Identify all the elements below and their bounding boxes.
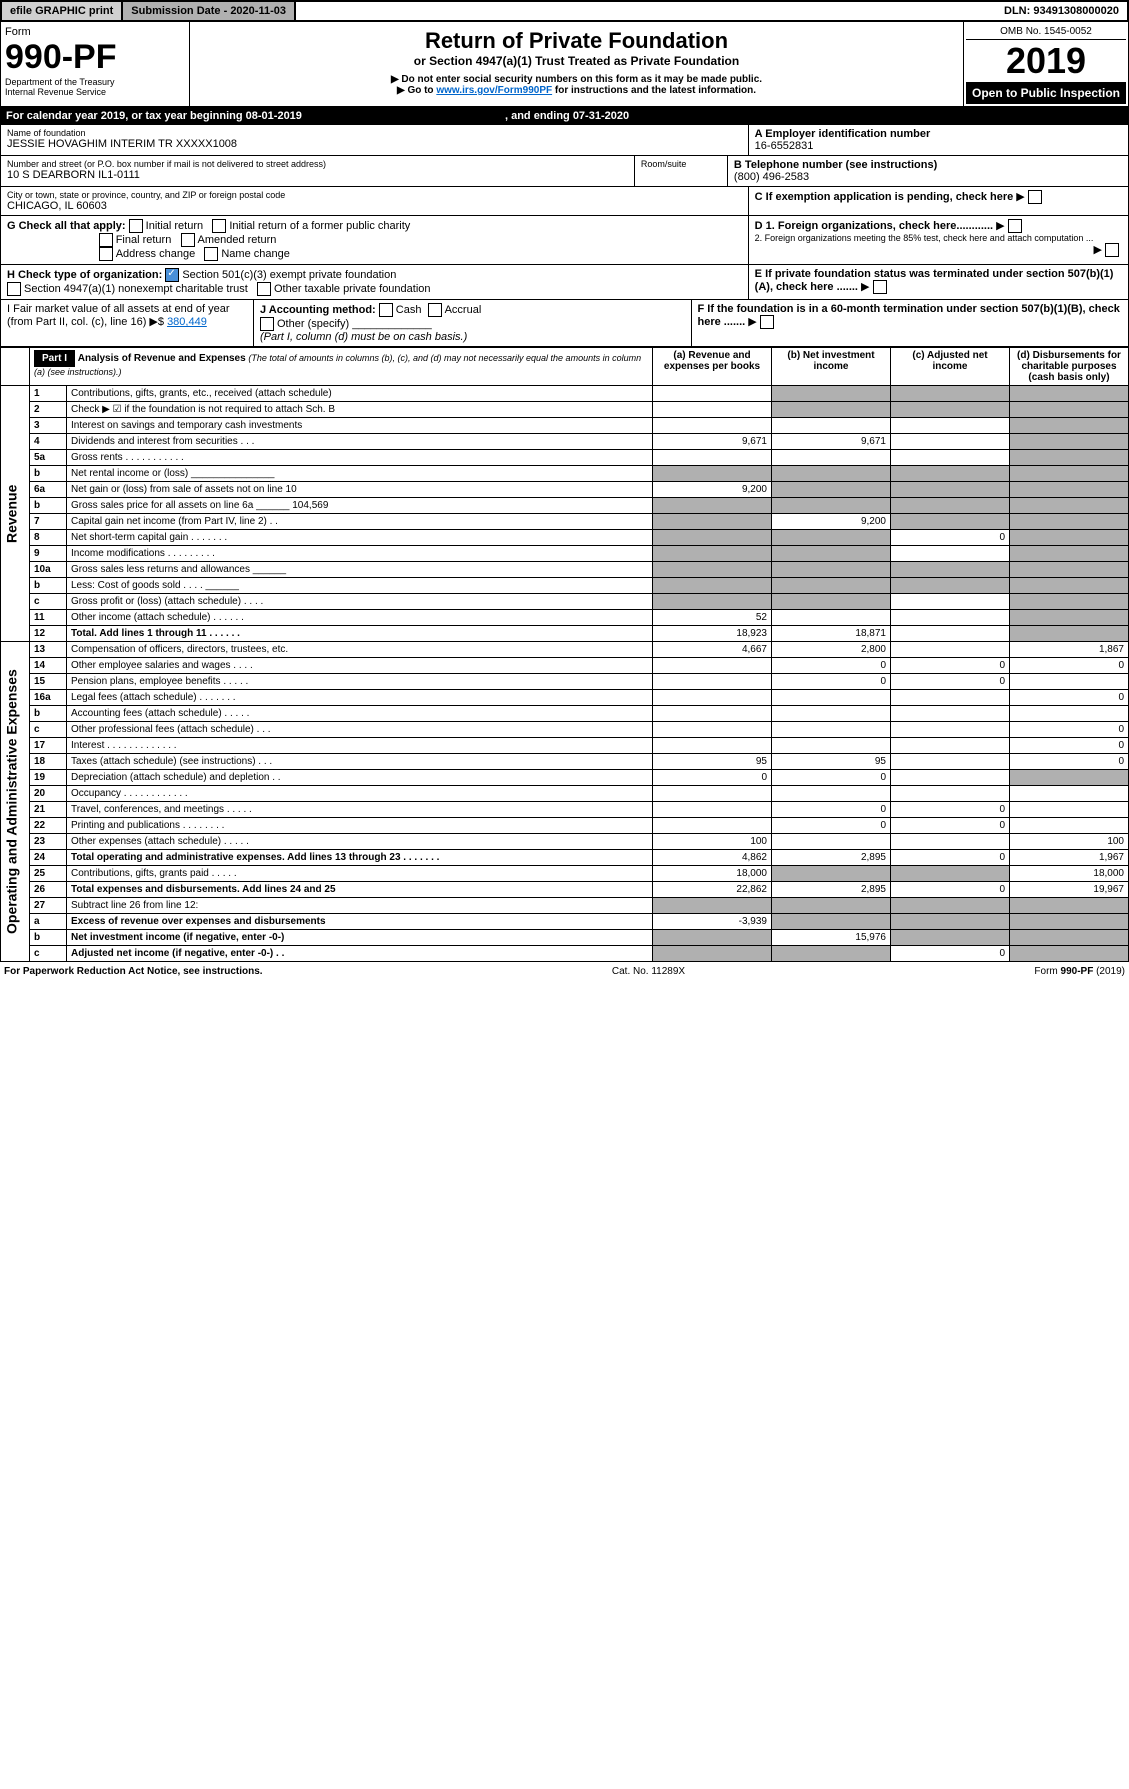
checkbox-e[interactable] [873, 280, 887, 294]
table-row: 19Depreciation (attach schedule) and dep… [1, 770, 1129, 786]
checkbox-accrual[interactable] [428, 303, 442, 317]
checkbox-name[interactable] [204, 247, 218, 261]
checkbox-other-taxable[interactable] [257, 282, 271, 296]
table-row: 5aGross rents . . . . . . . . . . . [1, 450, 1129, 466]
table-row: 18Taxes (attach schedule) (see instructi… [1, 754, 1129, 770]
table-row: Revenue1Contributions, gifts, grants, et… [1, 386, 1129, 402]
box-c: C If exemption application is pending, c… [755, 191, 1014, 203]
form-header: Form 990-PF Department of the Treasury I… [0, 22, 1129, 107]
room-label: Room/suite [641, 159, 721, 169]
checkbox-4947[interactable] [7, 282, 21, 296]
table-row: 21Travel, conferences, and meetings . . … [1, 802, 1129, 818]
table-row: 17Interest . . . . . . . . . . . . .0 [1, 738, 1129, 754]
table-row: 27Subtract line 26 from line 12: [1, 898, 1129, 914]
omb: OMB No. 1545-0052 [966, 24, 1126, 40]
form-subtitle: or Section 4947(a)(1) Trust Treated as P… [196, 54, 957, 68]
irs-link[interactable]: www.irs.gov/Form990PF [436, 85, 552, 96]
table-row: cAdjusted net income (if negative, enter… [1, 946, 1129, 962]
phone: (800) 496-2583 [734, 171, 1122, 183]
note1: ▶ Do not enter social security numbers o… [196, 74, 957, 85]
checkbox-501c3[interactable] [165, 268, 179, 282]
dln: DLN: 93491308000020 [996, 2, 1127, 20]
table-row: 3Interest on savings and temporary cash … [1, 418, 1129, 434]
ein: 16-6552831 [755, 140, 1122, 152]
open-inspection: Open to Public Inspection [966, 82, 1126, 104]
col-c: (c) Adjusted net income [891, 348, 1010, 386]
table-row: 6aNet gain or (loss) from sale of assets… [1, 482, 1129, 498]
tax-year: 2019 [966, 40, 1126, 82]
col-b: (b) Net investment income [772, 348, 891, 386]
checkbox-initial-former[interactable] [212, 219, 226, 233]
footer: For Paperwork Reduction Act Notice, see … [0, 962, 1129, 981]
table-row: bLess: Cost of goods sold . . . . ______ [1, 578, 1129, 594]
efile-badge: efile GRAPHIC print [2, 2, 123, 20]
table-row: 8Net short-term capital gain . . . . . .… [1, 530, 1129, 546]
table-row: 2Check ▶ ☑ if the foundation is not requ… [1, 402, 1129, 418]
checkbox-d2[interactable] [1105, 243, 1119, 257]
h-row: H Check type of organization: Section 50… [7, 268, 742, 282]
col-d: (d) Disbursements for charitable purpose… [1010, 348, 1129, 386]
name-label: Name of foundation [7, 128, 742, 138]
checkbox-amended[interactable] [181, 233, 195, 247]
addr-label: Number and street (or P.O. box number if… [7, 159, 628, 169]
calendar-year-row: For calendar year 2019, or tax year begi… [0, 107, 1129, 125]
dept: Department of the Treasury [5, 77, 185, 87]
box-d1: D 1. Foreign organizations, check here..… [755, 220, 993, 232]
table-row: 7Capital gain net income (from Part IV, … [1, 514, 1129, 530]
form-word: Form [5, 26, 185, 38]
table-row: 4Dividends and interest from securities … [1, 434, 1129, 450]
table-row: bNet rental income or (loss) ___________… [1, 466, 1129, 482]
form-title: Return of Private Foundation [196, 28, 957, 54]
table-row: 9Income modifications . . . . . . . . . [1, 546, 1129, 562]
table-row: 25Contributions, gifts, grants paid . . … [1, 866, 1129, 882]
table-row: Operating and Administrative Expenses13C… [1, 642, 1129, 658]
part1-table: Part I Analysis of Revenue and Expenses … [0, 347, 1129, 962]
address: 10 S DEARBORN IL1-0111 [7, 169, 628, 181]
checkbox-cash[interactable] [379, 303, 393, 317]
table-row: aExcess of revenue over expenses and dis… [1, 914, 1129, 930]
table-row: bNet investment income (if negative, ent… [1, 930, 1129, 946]
foundation-name: JESSIE HOVAGHIM INTERIM TR XXXXX1008 [7, 138, 742, 150]
table-row: 24Total operating and administrative exp… [1, 850, 1129, 866]
table-row: 16aLegal fees (attach schedule) . . . . … [1, 690, 1129, 706]
submission-date: Submission Date - 2020-11-03 [123, 2, 296, 20]
table-row: 12Total. Add lines 1 through 11 . . . . … [1, 626, 1129, 642]
checkbox-final[interactable] [99, 233, 113, 247]
g-row: G Check all that apply: Initial return I… [7, 219, 742, 233]
table-row: 11Other income (attach schedule) . . . .… [1, 610, 1129, 626]
table-row: 14Other employee salaries and wages . . … [1, 658, 1129, 674]
checkbox-address[interactable] [99, 247, 113, 261]
table-row: cGross profit or (loss) (attach schedule… [1, 594, 1129, 610]
form-number: 990-PF [5, 38, 185, 77]
checkbox-initial[interactable] [129, 219, 143, 233]
box-e: E If private foundation status was termi… [755, 268, 1114, 293]
col-a: (a) Revenue and expenses per books [653, 348, 772, 386]
phone-label: B Telephone number (see instructions) [734, 159, 1122, 171]
ein-label: A Employer identification number [755, 128, 1122, 140]
checkbox-d1[interactable] [1008, 219, 1022, 233]
part1-badge: Part I [34, 350, 75, 367]
table-row: 22Printing and publications . . . . . . … [1, 818, 1129, 834]
table-row: 15Pension plans, employee benefits . . .… [1, 674, 1129, 690]
table-row: bAccounting fees (attach schedule) . . .… [1, 706, 1129, 722]
irs: Internal Revenue Service [5, 87, 185, 97]
city-label: City or town, state or province, country… [7, 190, 742, 200]
note2: ▶ Go to www.irs.gov/Form990PF for instru… [196, 85, 957, 96]
city: CHICAGO, IL 60603 [7, 200, 742, 212]
checkbox-other-method[interactable] [260, 317, 274, 331]
i-value: 380,449 [167, 316, 207, 328]
table-row: 23Other expenses (attach schedule) . . .… [1, 834, 1129, 850]
checkbox-f[interactable] [760, 315, 774, 329]
checkbox-c[interactable] [1028, 190, 1042, 204]
box-d2: 2. Foreign organizations meeting the 85%… [755, 233, 1122, 243]
table-row: 20Occupancy . . . . . . . . . . . . [1, 786, 1129, 802]
table-row: 26Total expenses and disbursements. Add … [1, 882, 1129, 898]
table-row: cOther professional fees (attach schedul… [1, 722, 1129, 738]
table-row: bGross sales price for all assets on lin… [1, 498, 1129, 514]
table-row: 10aGross sales less returns and allowanc… [1, 562, 1129, 578]
top-bar: efile GRAPHIC print Submission Date - 20… [0, 0, 1129, 22]
